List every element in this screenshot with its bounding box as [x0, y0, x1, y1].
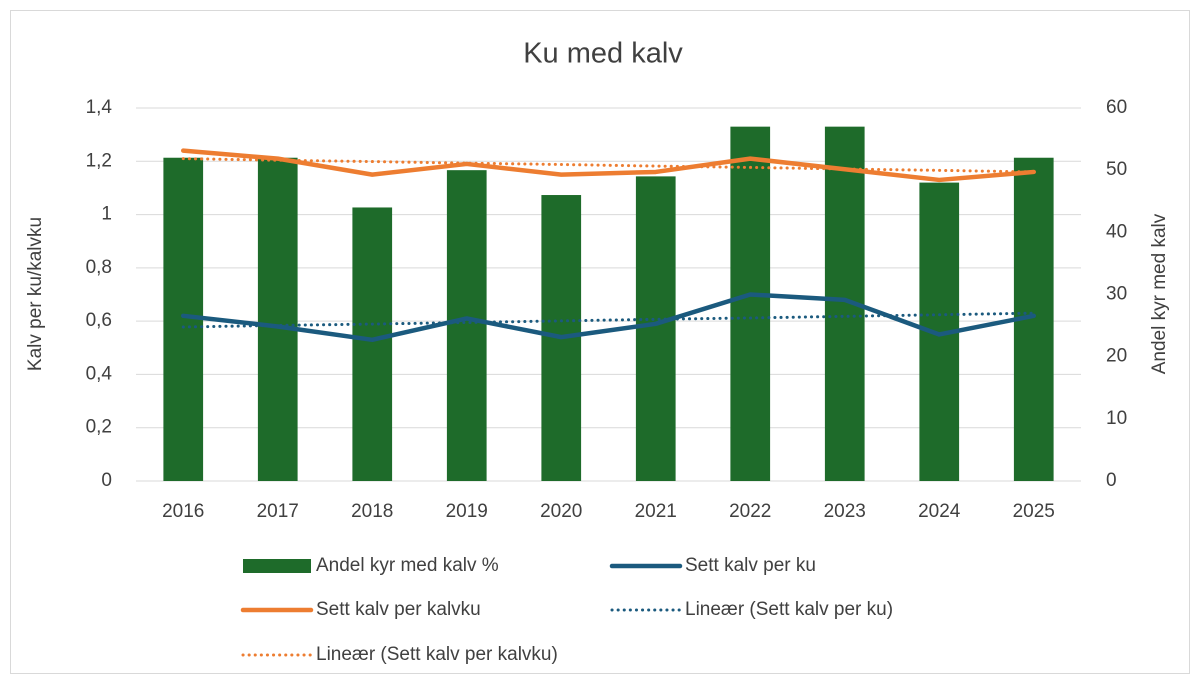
trend-line	[181, 311, 1036, 329]
line	[181, 148, 1036, 183]
line	[181, 292, 1036, 343]
legend-label: Sett kalv per ku	[685, 555, 816, 576]
legend-swatch	[243, 559, 311, 573]
x-tick-label: 2019	[446, 501, 488, 522]
y2-axis-title: Andel kyr med kalv	[1149, 213, 1170, 374]
x-tick-label: 2020	[540, 501, 582, 522]
y2-tick-label: 0	[1106, 470, 1117, 491]
bar	[730, 126, 771, 482]
bar	[352, 207, 393, 481]
y-axis-title: Kalv per ku/kalvku	[25, 217, 46, 371]
bar	[446, 170, 487, 481]
legend-label: Andel kyr med kalv %	[316, 555, 499, 576]
bar	[635, 176, 676, 481]
x-tick-label: 2024	[918, 501, 961, 522]
x-tick-label: 2021	[635, 501, 677, 522]
x-tick-label: 2025	[1013, 501, 1055, 522]
legend-label: Lineær (Sett kalv per kalvku)	[316, 644, 558, 665]
y-tick-label: 1	[101, 204, 112, 225]
x-tick-label: 2022	[729, 501, 771, 522]
y-tick-label: 1,2	[86, 150, 112, 171]
chart-border	[10, 10, 1190, 674]
y2-tick-label: 30	[1106, 284, 1127, 305]
y2-tick-label: 20	[1106, 346, 1127, 367]
y-tick-label: 0,2	[86, 417, 112, 438]
y2-tick-label: 40	[1106, 221, 1127, 242]
x-tick-label: 2023	[824, 501, 866, 522]
trend-line	[181, 157, 1036, 174]
legend-label: Lineær (Sett kalv per ku)	[685, 599, 893, 620]
x-tick-label: 2018	[351, 501, 393, 522]
y-tick-label: 0,4	[86, 363, 113, 384]
bar	[257, 157, 298, 481]
y-tick-label: 0,8	[86, 257, 112, 278]
y-tick-label: 0	[101, 470, 112, 491]
x-tick-label: 2016	[162, 501, 204, 522]
chart-title: Ku med kalv	[523, 38, 683, 70]
y2-tick-label: 10	[1106, 408, 1127, 429]
x-tick-label: 2017	[257, 501, 299, 522]
y2-tick-label: 50	[1106, 159, 1127, 180]
legend-label: Sett kalv per kalvku	[316, 599, 481, 620]
y2-tick-label: 60	[1106, 97, 1127, 118]
y-tick-label: 1,4	[86, 97, 113, 118]
y-tick-label: 0,6	[86, 310, 112, 331]
